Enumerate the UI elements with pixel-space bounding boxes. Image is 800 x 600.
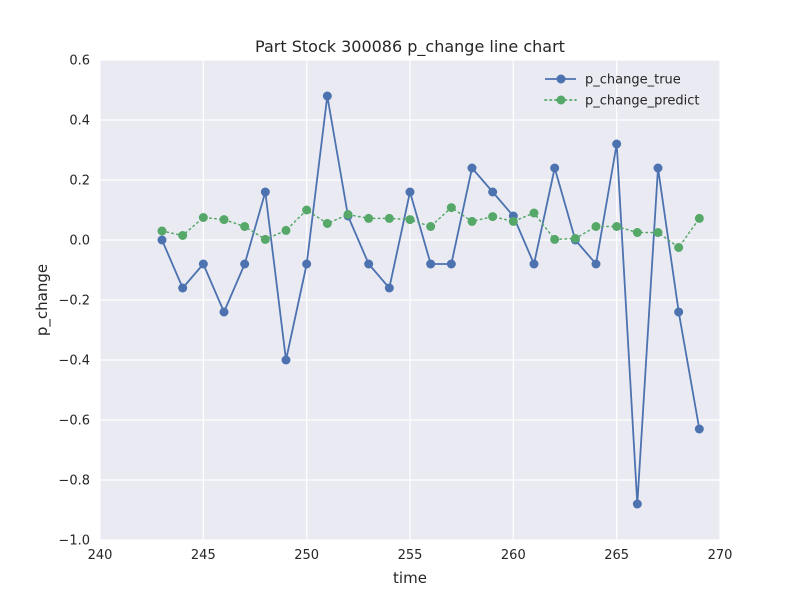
x-tick-labels: 240 245 250 255 260 265 270	[88, 548, 733, 563]
data-point	[178, 283, 188, 293]
data-point	[240, 259, 250, 269]
data-point	[467, 216, 477, 226]
legend: p_change_true p_change_predict	[544, 73, 700, 109]
data-point	[384, 213, 394, 223]
data-point	[653, 228, 663, 237]
data-point	[694, 424, 704, 434]
data-point	[157, 235, 167, 245]
data-point	[405, 187, 415, 197]
data-point	[343, 210, 353, 219]
y-tick-label: −0.6	[58, 414, 90, 429]
y-tick-labels: 0.6 0.4 0.2 0.0 −0.2 −0.4 −0.6 −0.8 −1.0	[58, 54, 90, 549]
legend-label: p_change_predict	[585, 94, 700, 109]
grid-lines	[99, 59, 721, 541]
data-point	[446, 203, 456, 213]
legend-item: p_change_true	[545, 73, 681, 88]
data-point	[550, 163, 560, 173]
y-tick-label: −0.2	[58, 294, 90, 309]
data-point	[322, 91, 332, 101]
legend-marker	[556, 74, 566, 84]
data-point	[653, 163, 663, 173]
data-point	[364, 213, 374, 223]
legend-label: p_change_true	[585, 73, 681, 88]
data-point	[529, 208, 539, 218]
series-p_change_true	[157, 91, 704, 509]
data-point	[674, 243, 684, 252]
x-tick-label: 255	[398, 548, 423, 563]
data-point	[198, 213, 208, 222]
data-point	[426, 222, 436, 231]
data-point	[488, 187, 498, 197]
data-point	[178, 231, 188, 240]
series-line	[161, 206, 701, 249]
data-point	[674, 307, 684, 317]
data-point	[426, 259, 436, 269]
y-tick-label: −0.4	[58, 354, 90, 369]
data-point	[508, 216, 518, 226]
data-point	[591, 259, 601, 269]
data-point	[240, 222, 250, 231]
series-layer	[157, 91, 704, 509]
y-tick-label: 0.4	[69, 114, 90, 129]
data-point	[157, 226, 167, 236]
data-point	[488, 212, 498, 222]
data-point	[446, 259, 456, 269]
y-tick-label: 0.0	[69, 234, 90, 249]
y-tick-label: 0.6	[69, 54, 90, 69]
data-point	[219, 307, 229, 317]
x-tick-label: 240	[88, 548, 113, 563]
x-axis-label: time	[393, 569, 427, 587]
legend-item: p_change_predict	[544, 94, 700, 109]
x-tick-label: 265	[604, 548, 629, 563]
data-point	[632, 228, 642, 237]
y-tick-label: −0.8	[58, 474, 90, 489]
data-point	[322, 219, 332, 228]
series-p_change_predict	[157, 203, 704, 252]
data-point	[281, 355, 291, 365]
y-axis-label: p_change	[33, 264, 52, 336]
data-point	[219, 215, 229, 225]
data-point	[260, 187, 270, 197]
x-tick-label: 270	[708, 548, 733, 563]
data-point	[612, 222, 622, 231]
data-point	[281, 225, 291, 235]
data-point	[467, 163, 477, 173]
data-point	[302, 205, 312, 215]
x-tick-label: 250	[294, 548, 319, 563]
legend-marker	[556, 95, 566, 105]
data-point	[384, 283, 394, 293]
data-point	[550, 234, 560, 244]
data-point	[405, 215, 415, 225]
data-point	[632, 499, 642, 509]
data-point	[694, 213, 704, 223]
data-point	[260, 234, 270, 244]
data-point	[198, 259, 208, 269]
x-tick-label: 245	[191, 548, 216, 563]
x-tick-label: 260	[501, 548, 526, 563]
y-tick-label: 0.2	[69, 174, 90, 189]
y-tick-label: −1.0	[58, 534, 90, 549]
data-point	[612, 139, 622, 149]
data-point	[591, 222, 601, 231]
chart-title: Part Stock 300086 p_change line chart	[255, 37, 565, 57]
data-point	[529, 259, 539, 269]
data-point	[570, 234, 580, 243]
data-point	[302, 259, 312, 269]
data-point	[364, 259, 374, 269]
